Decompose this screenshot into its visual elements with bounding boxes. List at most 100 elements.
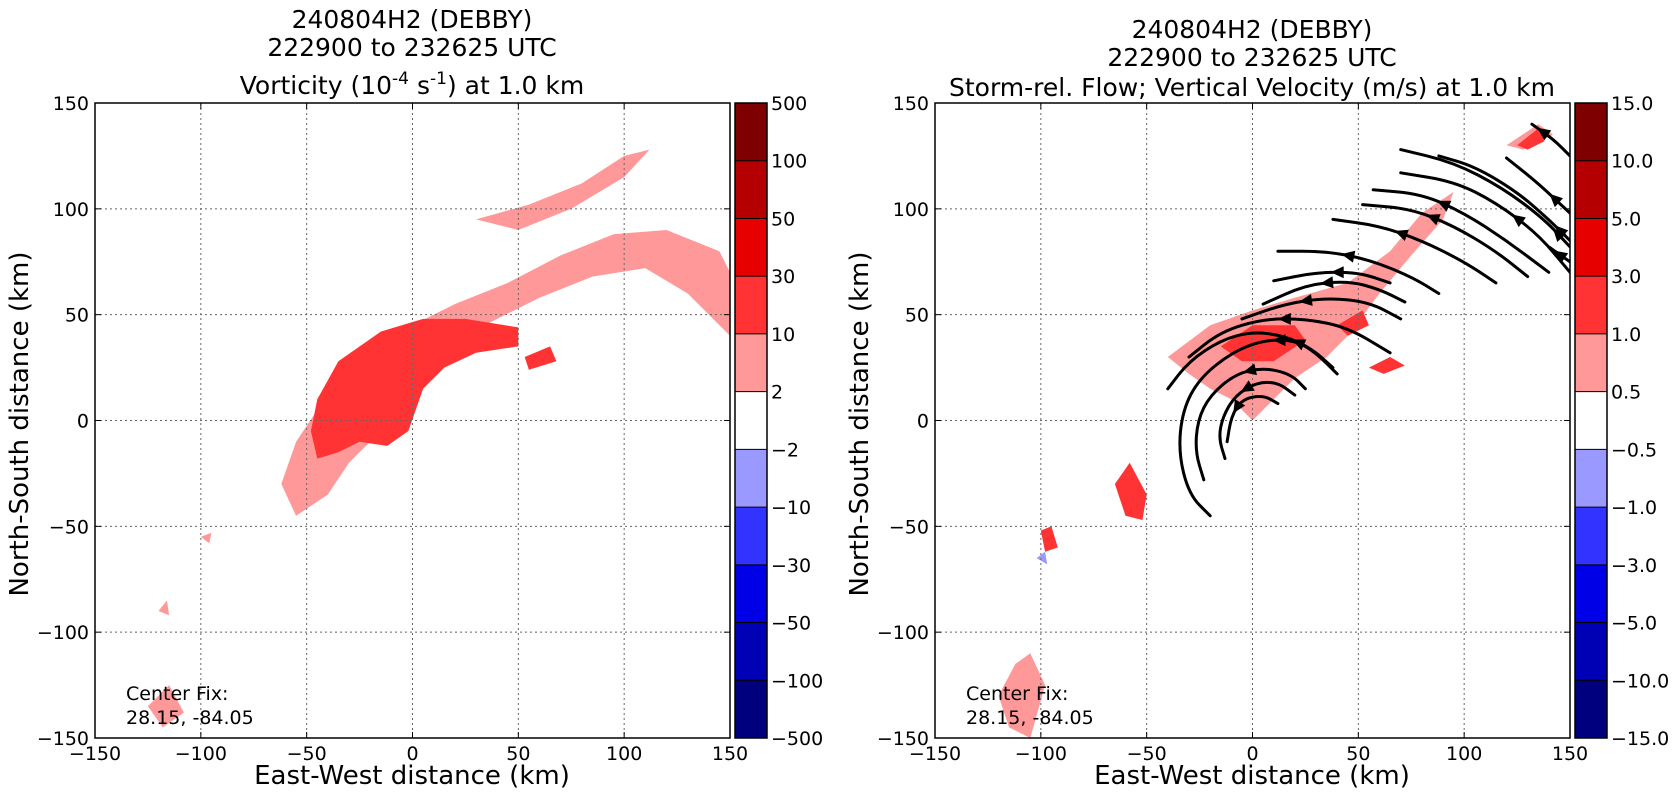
y-tick-label: −100 <box>37 622 89 644</box>
shaded-region-12 <box>1036 551 1048 565</box>
colorbar-label: 30 <box>771 266 795 288</box>
streamline-arrow-15 <box>1552 228 1567 242</box>
colorbar-label: −50 <box>771 613 811 635</box>
shaded-region-6 <box>1368 357 1405 374</box>
x-tick-label: −50 <box>287 743 327 765</box>
colorbar-label: −2 <box>771 439 799 461</box>
left-title-var-suffix: ) at 1.0 km <box>447 71 584 100</box>
shaded-region-9 <box>158 600 170 616</box>
y-tick-label: −100 <box>877 622 929 644</box>
left-title-var-mid: s <box>409 71 430 100</box>
y-tick-label: 100 <box>893 199 929 221</box>
streamline-arrow-1 <box>1243 363 1257 376</box>
colorbar-label: 2 <box>771 382 783 404</box>
colorbar-label: −15.0 <box>1611 728 1669 750</box>
streamline-15 <box>1399 148 1570 249</box>
left-center-fix-coords: 28.15, -84.05 <box>126 707 254 729</box>
shaded-region-4 <box>1040 526 1058 552</box>
streamlines <box>1166 122 1570 518</box>
streamline-14 <box>1437 154 1570 243</box>
colorbar-segment <box>735 680 767 738</box>
colorbar-segment <box>735 276 767 334</box>
left-plot-area: −150 −100 −50 0 50 100 150 150 100 50 0 −50 −100 −150 <box>37 93 748 765</box>
y-tick-label: 150 <box>893 93 929 115</box>
colorbar-segment <box>1575 103 1607 161</box>
colorbar-segment <box>735 391 767 450</box>
right-title-line-1: 240804H2 (DEBBY) <box>1132 15 1373 44</box>
grid-lines <box>935 103 1570 738</box>
colorbar-label: −10 <box>771 497 811 519</box>
right-y-axis-label: North-South distance (km) <box>845 251 875 596</box>
right-plot-area: −150 −100 −50 0 50 100 150 150 100 50 0 −50 −100 −150 <box>877 93 1588 765</box>
right-colorbar: 15.0 10.0 5.0 3.0 1.0 0.5 −0.5 −1.0 −3.0 −5.0 −10.… <box>1574 93 1669 750</box>
shaded-region-7 <box>677 119 709 135</box>
colorbar-frame <box>1574 102 1608 739</box>
colorbar-segment <box>1575 564 1607 623</box>
right-title-line-3: Storm-rel. Flow; Vertical Velocity (m/s)… <box>949 73 1555 102</box>
right-x-axis-label: East-West distance (km) <box>1094 761 1410 791</box>
left-title-var-sup1: -4 <box>392 69 409 89</box>
streamline-9 <box>1276 249 1441 295</box>
x-tick-label: −150 <box>909 743 961 765</box>
shaded-region-2 <box>310 318 519 459</box>
colorbar-label: 1.0 <box>1611 324 1641 346</box>
left-title-line-3: Vorticity (10-4 s-1) at 1.0 km <box>240 69 585 100</box>
colorbar-segment <box>735 564 767 623</box>
colorbar-label: −3.0 <box>1611 555 1657 577</box>
streamline-arrow-8 <box>1330 266 1344 279</box>
x-tick-label: 100 <box>606 743 642 765</box>
streamline-arrow-13 <box>1511 214 1526 228</box>
colorbar-frame <box>734 102 768 739</box>
streamline-arrow-3 <box>1233 399 1246 414</box>
colorbar-label: 10 <box>771 324 795 346</box>
x-tick-label: −100 <box>175 743 227 765</box>
y-tick-label: 150 <box>53 93 89 115</box>
left-x-axis-label: East-West distance (km) <box>254 761 570 791</box>
grid-lines <box>95 103 730 738</box>
colorbar-segment <box>1575 622 1607 681</box>
streamline-arrow-2 <box>1240 380 1255 393</box>
streamline-11 <box>1361 203 1530 279</box>
streamline-arrow-16 <box>1549 193 1563 208</box>
streamline-arrow-9 <box>1341 250 1356 263</box>
y-tick-label: −50 <box>49 516 89 538</box>
colorbar-segment <box>1575 507 1607 565</box>
colorbar-segment <box>735 507 767 565</box>
streamline-7 <box>1261 280 1407 306</box>
colorbar-segment <box>1575 276 1607 334</box>
x-tick-label: 150 <box>712 743 748 765</box>
colorbar-segment <box>1575 449 1607 508</box>
colorbar-label: −100 <box>771 670 823 692</box>
colorbar-segment <box>1575 333 1607 392</box>
x-tick-label: 0 <box>406 743 418 765</box>
left-title-var-sup2: -1 <box>430 69 447 89</box>
colorbar-segment <box>735 103 767 161</box>
colorbar-segment <box>1575 218 1607 277</box>
y-tick-label: 50 <box>65 305 89 327</box>
colorbar-label: 100 <box>771 151 807 173</box>
colorbar-label: 5.0 <box>1611 208 1641 230</box>
shaded-region-11 <box>1527 304 1570 336</box>
colorbar-label: 3.0 <box>1611 266 1641 288</box>
colorbar-segment <box>1575 680 1607 738</box>
streamline-10 <box>1331 217 1498 285</box>
colorbar-segment <box>735 218 767 277</box>
streamline-arrow-17 <box>1537 127 1552 141</box>
colorbar-label: −5.0 <box>1611 613 1657 635</box>
colorbar-label: 50 <box>771 208 795 230</box>
streamline-arrow-6 <box>1299 294 1313 306</box>
streamline-arrow-10 <box>1394 229 1409 241</box>
y-tick-label: −150 <box>37 728 89 750</box>
streamline-1 <box>1194 367 1307 482</box>
vorticity-panel: 240804H2 (DEBBY) 222900 to 232625 UTC Vo… <box>5 5 823 791</box>
streamline-arrow-5 <box>1277 312 1291 325</box>
colorbar-label: 500 <box>771 93 807 115</box>
x-tick-label: −50 <box>1127 743 1167 765</box>
y-tick-label: 50 <box>905 305 929 327</box>
streamline-3 <box>1225 395 1280 444</box>
colorbar-label: 15.0 <box>1611 93 1653 115</box>
x-tick-label: −150 <box>69 743 121 765</box>
colorbar-label: 10.0 <box>1611 151 1653 173</box>
right-center-fix-coords: 28.15, -84.05 <box>966 707 1094 729</box>
x-tick-label: 50 <box>506 743 530 765</box>
